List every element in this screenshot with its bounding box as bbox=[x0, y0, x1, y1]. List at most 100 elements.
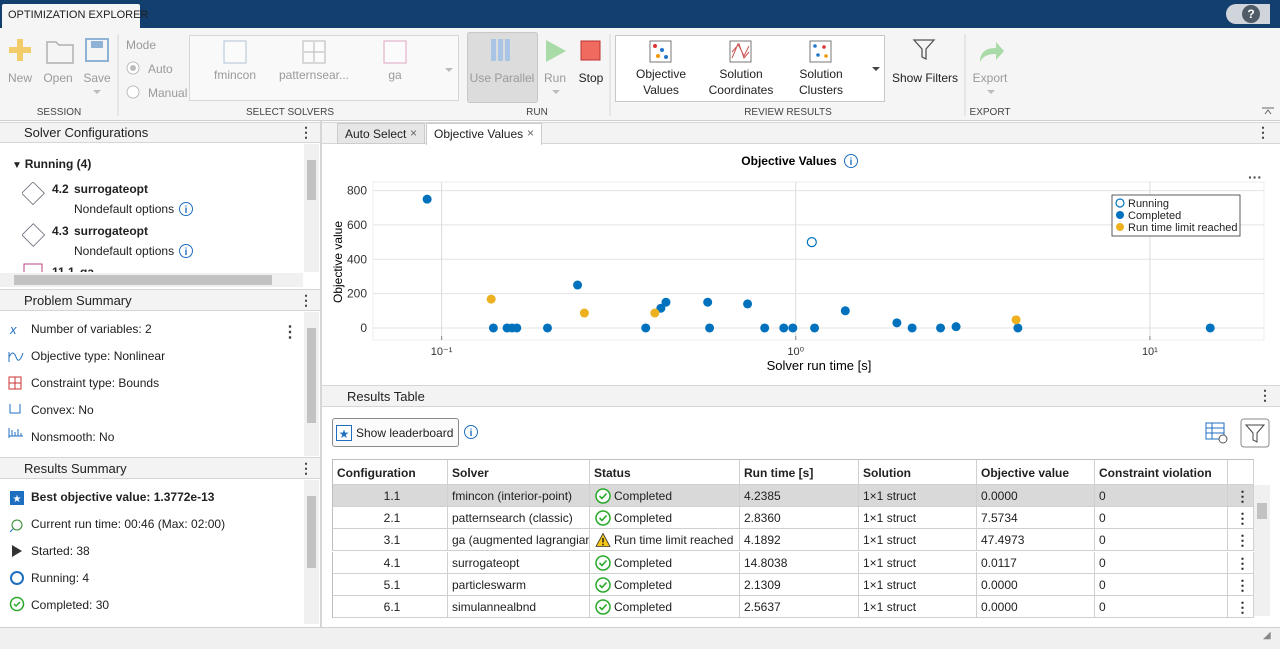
table-filter[interactable] bbox=[1241, 419, 1269, 447]
data-point bbox=[489, 323, 498, 332]
scroll-thumb[interactable] bbox=[307, 328, 316, 423]
solution-coordinates-button[interactable]: Solution Coordinates bbox=[704, 66, 778, 98]
summary-item: Started: 38 bbox=[31, 544, 90, 558]
tabs-menu[interactable]: ⋮ bbox=[1256, 124, 1270, 141]
leaderboard-button[interactable]: ★ Show leaderboard bbox=[332, 418, 459, 447]
close-tab[interactable]: × bbox=[410, 126, 417, 140]
mode-label: Mode bbox=[126, 38, 156, 52]
panel-title: Problem Summary bbox=[24, 293, 132, 308]
panel-menu[interactable]: ⋮ bbox=[299, 124, 313, 141]
status-icon bbox=[595, 510, 611, 526]
v-scrollbar[interactable] bbox=[1254, 485, 1270, 616]
solver-item[interactable]: ga bbox=[388, 68, 401, 82]
data-point bbox=[423, 195, 432, 204]
mode-option[interactable]: Auto bbox=[148, 62, 173, 76]
row-menu[interactable]: ⋮ bbox=[1228, 507, 1254, 529]
info-icon[interactable]: i bbox=[463, 424, 479, 440]
save-button[interactable]: Save bbox=[83, 70, 110, 86]
row-menu[interactable]: ⋮ bbox=[1228, 552, 1254, 574]
table-settings[interactable] bbox=[1206, 423, 1227, 443]
table-cell: 7.5734 bbox=[977, 507, 1095, 529]
svg-text:i: i bbox=[185, 205, 188, 216]
panel-menu[interactable]: ⋮ bbox=[299, 460, 313, 477]
scroll-thumb[interactable] bbox=[307, 160, 316, 200]
status-icon bbox=[595, 488, 611, 504]
run-icon bbox=[546, 40, 566, 62]
row-menu[interactable]: ⋮ bbox=[1228, 574, 1254, 596]
row-menu[interactable]: ⋮ bbox=[282, 322, 298, 342]
scroll-thumb[interactable] bbox=[14, 275, 272, 285]
config-solver[interactable]: surrogateopt bbox=[74, 224, 148, 238]
row-menu[interactable]: ⋮ bbox=[1228, 529, 1254, 551]
data-point bbox=[841, 306, 850, 315]
summary-item: Best objective value: 1.3772e-13 bbox=[31, 490, 214, 504]
column-header[interactable]: Configuration bbox=[332, 459, 448, 485]
parallel-icon bbox=[491, 39, 510, 61]
svg-text:i: i bbox=[470, 428, 473, 439]
h-scrollbar[interactable] bbox=[0, 273, 303, 287]
mode-option[interactable]: Manual bbox=[148, 86, 187, 100]
app-tab-label: OPTIMIZATION EXPLORER bbox=[8, 9, 148, 21]
column-header[interactable]: Solver bbox=[448, 459, 590, 485]
table-cell[interactable]: 3.1 bbox=[332, 529, 448, 551]
row-menu[interactable]: ⋮ bbox=[1228, 596, 1254, 618]
column-header[interactable]: Run time [s] bbox=[740, 459, 859, 485]
data-point bbox=[810, 323, 819, 332]
column-header[interactable]: Status bbox=[590, 459, 740, 485]
stop-button[interactable]: Stop bbox=[579, 70, 604, 86]
resize-grip[interactable]: ◢ bbox=[1263, 630, 1271, 641]
panel-title: Solver Configurations bbox=[24, 125, 148, 140]
table-cell[interactable]: 1.1 bbox=[332, 485, 448, 507]
chart-info-i: i bbox=[850, 157, 853, 168]
row-menu[interactable]: ⋮ bbox=[1228, 485, 1254, 507]
close-tab[interactable]: × bbox=[527, 126, 534, 140]
open-button[interactable]: Open bbox=[43, 70, 72, 86]
new-button[interactable]: New bbox=[8, 70, 32, 86]
v-scrollbar[interactable] bbox=[304, 312, 319, 456]
table-cell: 0 bbox=[1095, 507, 1228, 529]
config-solver[interactable]: ga bbox=[80, 265, 94, 272]
panel-menu[interactable]: ⋮ bbox=[1258, 387, 1272, 404]
show-filters-button[interactable]: Show Filters bbox=[892, 70, 958, 86]
table-cell: 1×1 struct bbox=[859, 507, 977, 529]
scroll-thumb[interactable] bbox=[1257, 503, 1267, 519]
config-solver[interactable]: surrogateopt bbox=[74, 182, 148, 196]
x-axis-label: Solver run time [s] bbox=[767, 358, 872, 373]
objective-values-button[interactable]: Objective Values bbox=[624, 66, 698, 98]
data-point bbox=[573, 281, 582, 290]
use-parallel-button[interactable]: Use Parallel bbox=[470, 70, 535, 86]
status-icon bbox=[595, 532, 611, 548]
solver-item[interactable]: fmincon bbox=[214, 68, 256, 82]
group-label[interactable]: ▼ Running (4) bbox=[12, 157, 91, 171]
column-header[interactable]: Solution bbox=[859, 459, 977, 485]
panel-menu[interactable]: ⋮ bbox=[299, 292, 313, 309]
summary-item: Number of variables: 2 bbox=[31, 322, 152, 336]
y-tick-label: 200 bbox=[347, 287, 367, 301]
config-id: 4.3 bbox=[52, 224, 69, 238]
table-tools bbox=[1204, 418, 1272, 450]
column-header[interactable]: Objective value bbox=[977, 459, 1095, 485]
data-point bbox=[487, 295, 496, 304]
radio-manual[interactable] bbox=[127, 86, 139, 98]
v-scrollbar[interactable] bbox=[304, 480, 319, 624]
v-scrollbar[interactable] bbox=[304, 144, 319, 272]
table-cell: ga (augmented lagrangian) bbox=[448, 529, 590, 551]
panel-title: Results Table bbox=[347, 389, 425, 404]
export-button[interactable]: Export bbox=[973, 70, 1008, 86]
run-button[interactable]: Run bbox=[544, 70, 566, 86]
table-cell[interactable]: 5.1 bbox=[332, 574, 448, 596]
data-point bbox=[779, 323, 788, 332]
help-button[interactable]: ? bbox=[1242, 5, 1260, 23]
solver-item[interactable]: patternsear... bbox=[279, 68, 349, 82]
column-header[interactable]: Constraint violation bbox=[1095, 459, 1228, 485]
table-cell: 0 bbox=[1095, 574, 1228, 596]
solution-clusters-button[interactable]: Solution Clusters bbox=[784, 66, 858, 98]
data-point bbox=[936, 323, 945, 332]
scroll-thumb[interactable] bbox=[307, 496, 316, 568]
table-cell[interactable]: 2.1 bbox=[332, 507, 448, 529]
table-cell: surrogateopt bbox=[448, 552, 590, 574]
collapse-toolstrip[interactable] bbox=[1262, 108, 1274, 114]
table-cell[interactable]: 4.1 bbox=[332, 552, 448, 574]
table-cell[interactable]: 6.1 bbox=[332, 596, 448, 618]
data-point bbox=[1012, 315, 1021, 324]
